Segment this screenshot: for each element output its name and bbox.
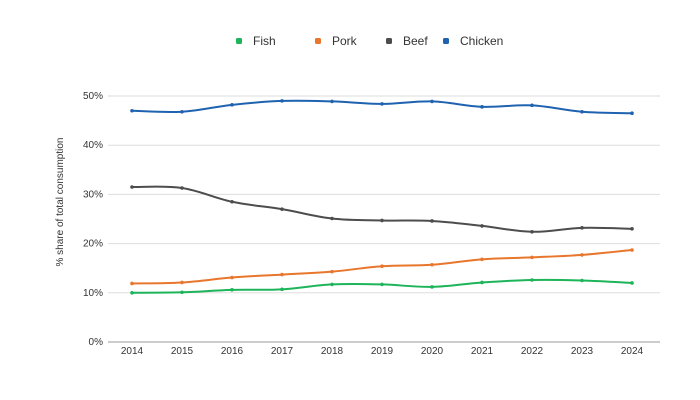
data-point-beef <box>180 186 184 190</box>
legend-item-chicken[interactable]: Chicken <box>443 34 503 48</box>
data-point-beef <box>480 224 484 228</box>
data-point-chicken <box>180 109 184 114</box>
data-point-fish <box>130 291 134 295</box>
data-point-pork <box>330 269 334 274</box>
legend-swatch-fish <box>236 38 242 44</box>
x-tick-label: 2022 <box>521 346 544 357</box>
data-point-chicken <box>580 109 584 114</box>
data-point-beef <box>230 199 234 204</box>
data-point-pork <box>530 255 534 260</box>
data-point-pork <box>480 257 484 262</box>
legend-label-fish: Fish <box>253 34 276 48</box>
x-tick-label: 2021 <box>471 346 494 357</box>
data-point-chicken <box>530 103 534 108</box>
data-point-pork <box>430 262 434 267</box>
data-point-pork <box>230 275 234 280</box>
data-point-pork <box>280 272 284 277</box>
data-point-fish <box>430 285 434 289</box>
data-point-beef <box>280 207 284 211</box>
legend-swatch-pork <box>315 38 321 44</box>
y-tick-label: 20% <box>83 239 103 250</box>
x-tick-label: 2014 <box>121 346 144 357</box>
y-tick-label: 30% <box>83 189 103 200</box>
legend-swatch-beef <box>386 38 392 44</box>
data-point-pork <box>580 253 584 257</box>
data-point-fish <box>530 278 534 282</box>
x-tick-label: 2024 <box>621 346 644 357</box>
data-point-beef <box>430 219 434 223</box>
legend-swatch-chicken <box>443 38 449 44</box>
data-point-fish <box>330 282 334 287</box>
data-point-beef <box>580 226 584 230</box>
y-tick-label: 10% <box>83 288 103 299</box>
data-point-fish <box>480 280 484 285</box>
data-point-chicken <box>280 99 284 103</box>
data-point-pork <box>180 280 184 285</box>
data-point-fish <box>230 288 234 292</box>
data-point-chicken <box>630 111 634 116</box>
data-point-chicken <box>230 103 234 107</box>
data-point-fish <box>380 282 384 287</box>
y-tick-label: 40% <box>83 140 103 151</box>
data-point-chicken <box>480 105 484 109</box>
data-point-beef <box>630 227 634 231</box>
legend-item-pork[interactable]: Pork <box>315 34 358 48</box>
data-point-pork <box>630 248 634 252</box>
x-tick-label: 2015 <box>171 346 194 357</box>
x-tick-label: 2016 <box>221 346 244 357</box>
x-tick-label: 2023 <box>571 346 594 357</box>
legend[interactable]: Fish Pork Beef Chicken <box>236 34 503 48</box>
legend-item-beef[interactable]: Beef <box>386 34 428 48</box>
legend-item-fish[interactable]: Fish <box>236 34 276 48</box>
data-point-chicken <box>380 102 384 106</box>
data-point-fish <box>280 287 284 292</box>
data-point-pork <box>380 264 384 269</box>
legend-label-beef: Beef <box>403 34 428 48</box>
x-tick-label: 2020 <box>421 346 444 357</box>
data-point-fish <box>630 281 634 285</box>
series-lines <box>130 99 634 295</box>
y-tick-label: 0% <box>89 337 104 348</box>
data-point-chicken <box>130 108 134 113</box>
x-tick-label: 2019 <box>371 346 394 357</box>
series-line-fish <box>131 278 633 294</box>
data-point-beef <box>330 216 334 221</box>
data-point-beef <box>530 229 534 234</box>
gridlines <box>108 95 660 343</box>
data-point-beef <box>130 185 134 189</box>
x-tick-label: 2017 <box>271 346 294 357</box>
legend-label-pork: Pork <box>332 34 358 48</box>
series-line-beef <box>131 185 633 233</box>
x-tick-label: 2018 <box>321 346 344 357</box>
data-point-pork <box>130 281 134 286</box>
data-point-chicken <box>330 99 334 104</box>
y-tick-label: 50% <box>83 91 103 102</box>
legend-label-chicken: Chicken <box>460 34 503 48</box>
data-point-beef <box>380 218 384 223</box>
data-point-fish <box>180 290 184 295</box>
data-point-fish <box>580 278 584 283</box>
axes: 0% 10% 20% 30% 40% 50% 2014 2015 2016 2017 2018 201… <box>83 91 644 357</box>
y-axis-title: % share of total consumption <box>55 138 66 267</box>
data-point-chicken <box>430 99 434 104</box>
